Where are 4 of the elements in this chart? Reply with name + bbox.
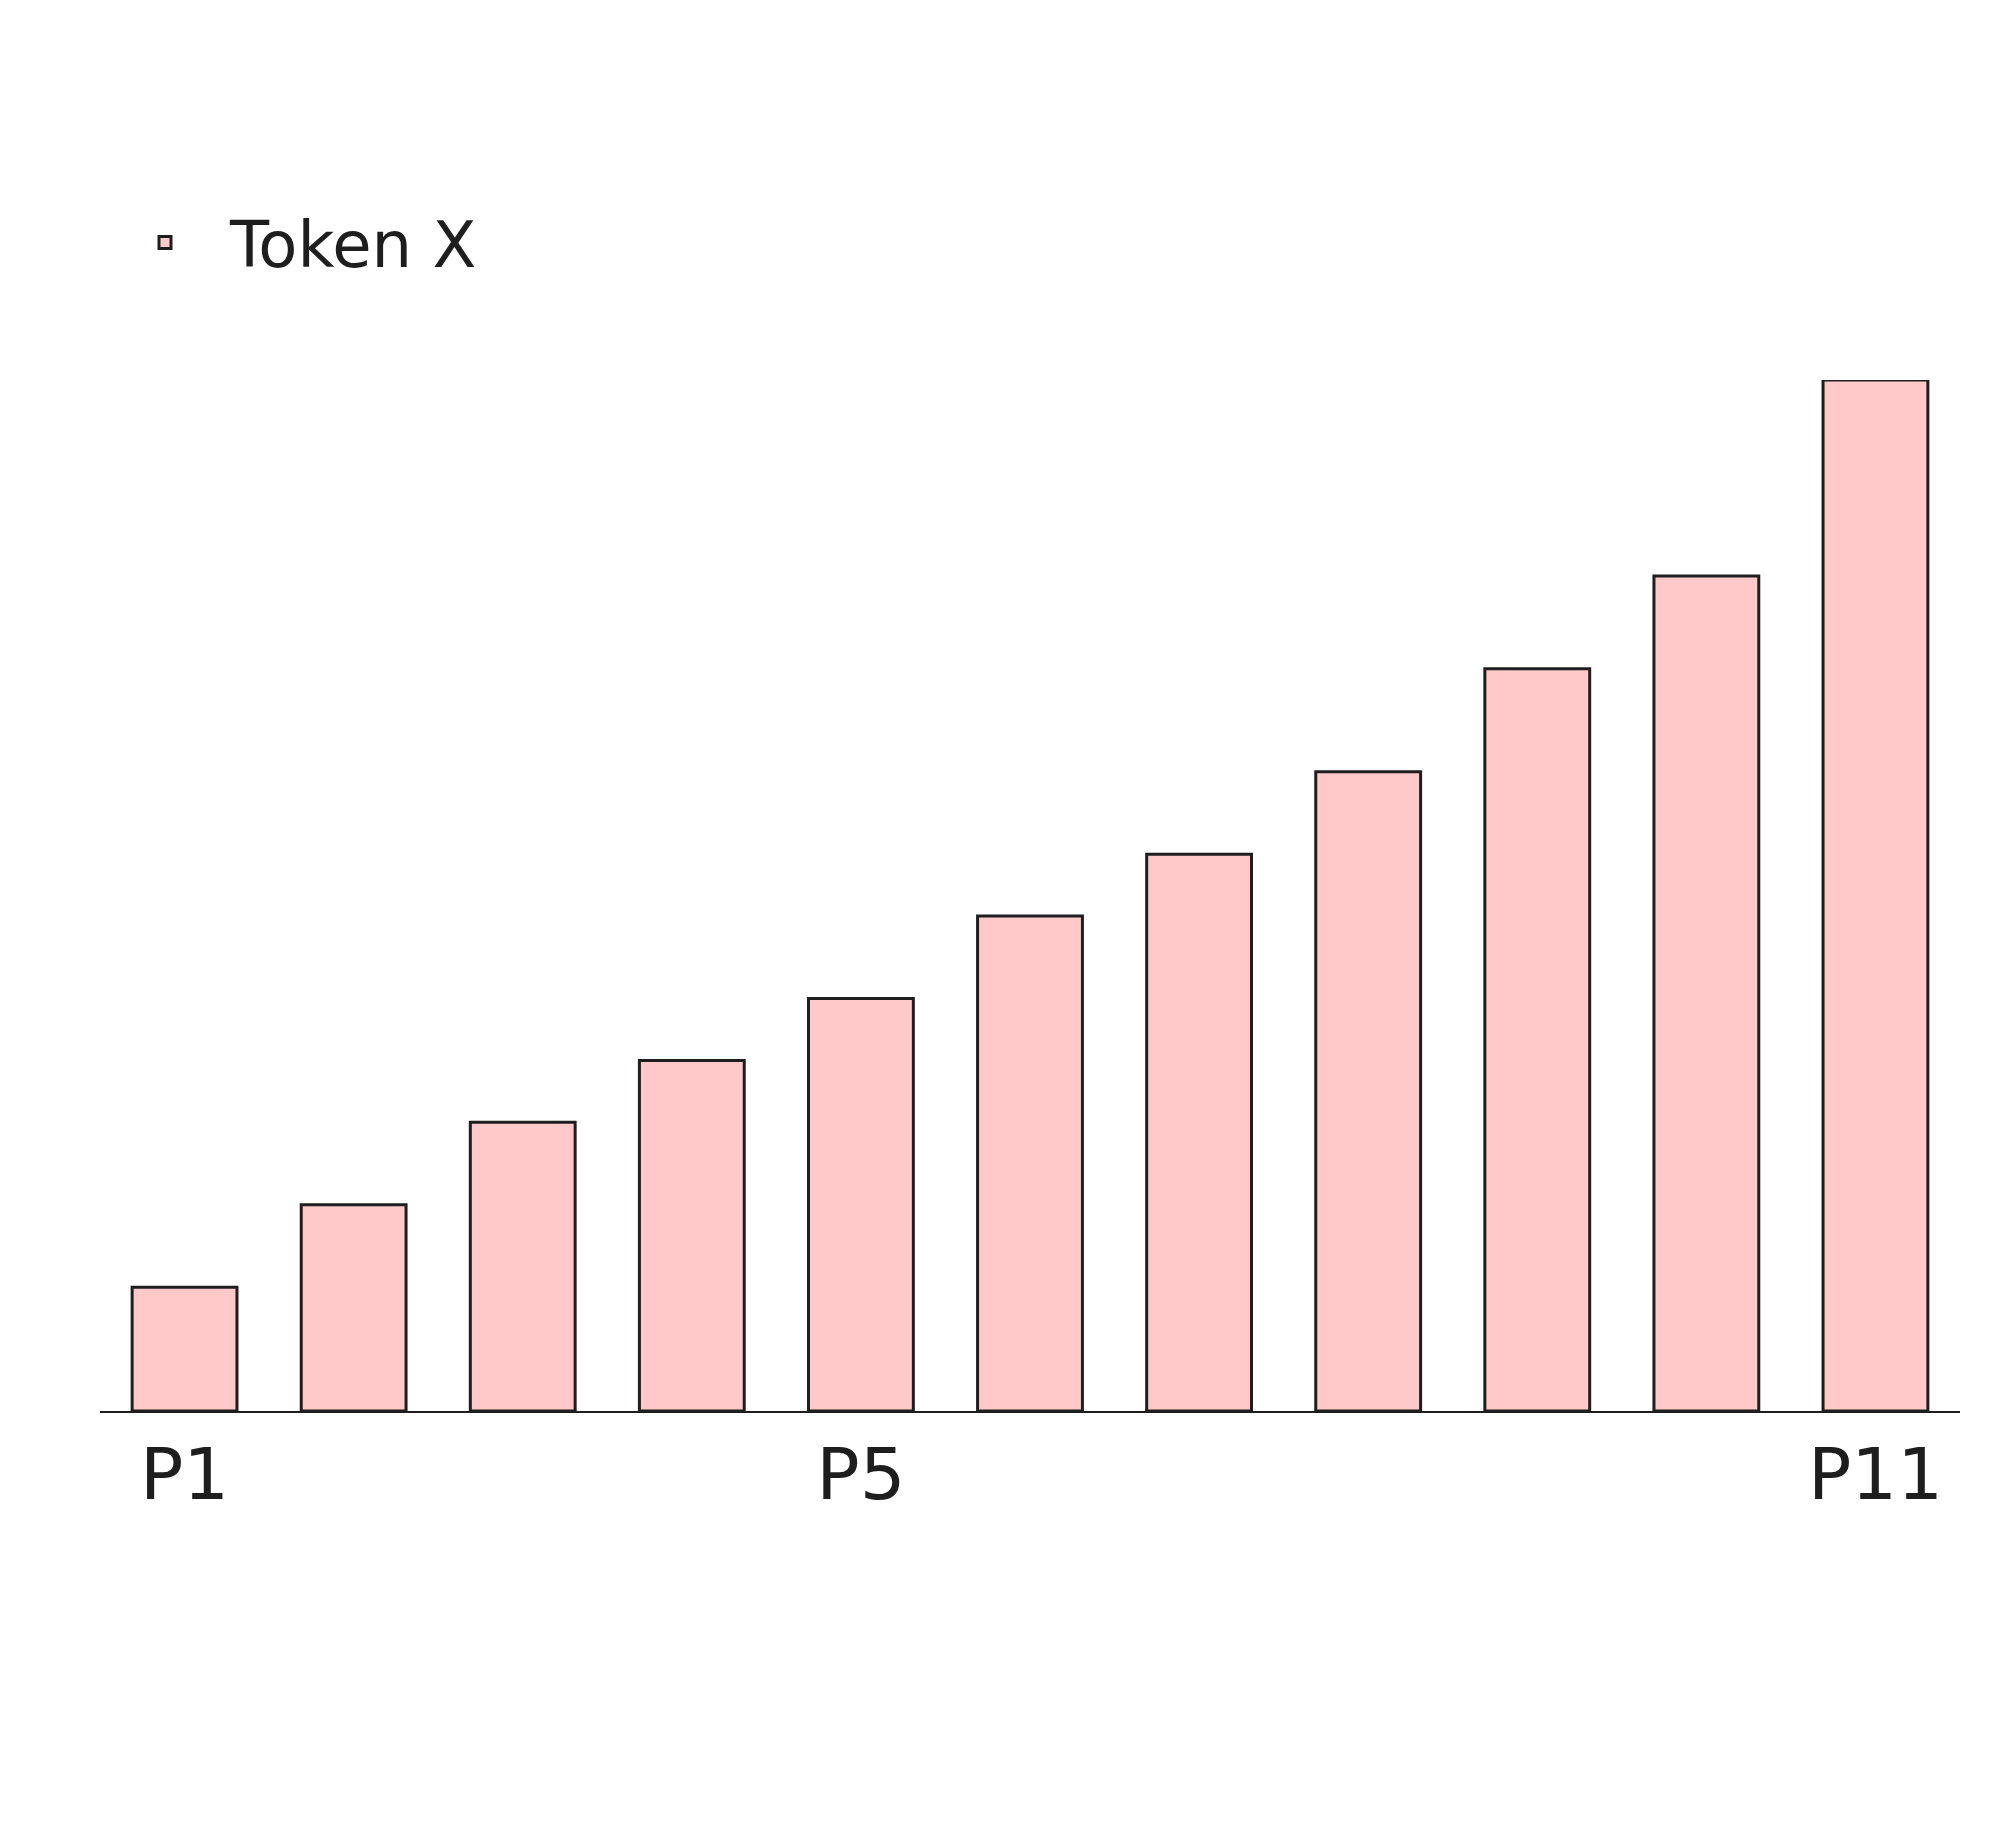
legend-label: Token X bbox=[229, 208, 477, 283]
x-tick-label: P5 bbox=[816, 1432, 906, 1517]
x-tick-label: P1 bbox=[139, 1432, 230, 1517]
x-tick-label: P11 bbox=[1807, 1432, 1943, 1517]
